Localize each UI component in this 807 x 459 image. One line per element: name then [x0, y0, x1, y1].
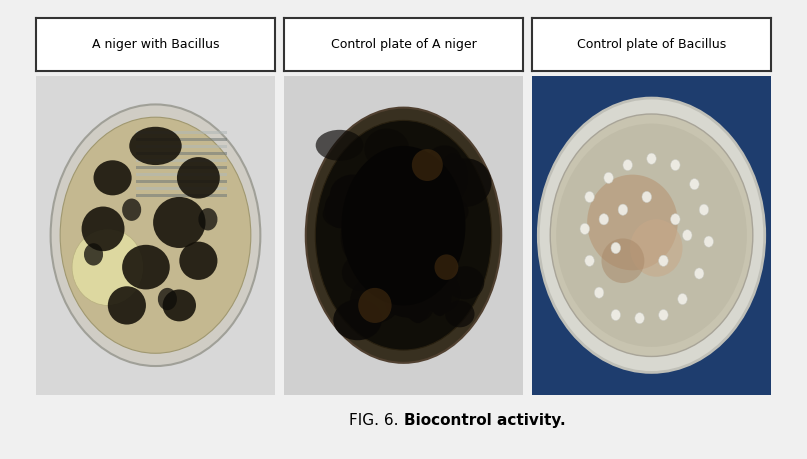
- Ellipse shape: [422, 272, 461, 313]
- Bar: [136, 131, 227, 134]
- Ellipse shape: [659, 309, 668, 320]
- Ellipse shape: [434, 254, 458, 280]
- Ellipse shape: [122, 245, 169, 290]
- Ellipse shape: [580, 223, 590, 235]
- Ellipse shape: [306, 107, 501, 363]
- Ellipse shape: [386, 290, 433, 318]
- Bar: [136, 138, 227, 141]
- Ellipse shape: [438, 153, 468, 201]
- Ellipse shape: [599, 214, 608, 225]
- Ellipse shape: [435, 198, 469, 225]
- Text: Control plate of Bacillus: Control plate of Bacillus: [577, 38, 726, 51]
- Text: A niger with Bacillus: A niger with Bacillus: [92, 38, 220, 51]
- Bar: [136, 151, 227, 155]
- Ellipse shape: [659, 255, 668, 266]
- Ellipse shape: [163, 290, 196, 321]
- Ellipse shape: [330, 174, 375, 214]
- Ellipse shape: [699, 204, 709, 215]
- Ellipse shape: [82, 207, 124, 251]
- Ellipse shape: [432, 251, 458, 294]
- Ellipse shape: [199, 208, 217, 230]
- Ellipse shape: [601, 238, 644, 283]
- Ellipse shape: [406, 252, 445, 291]
- Ellipse shape: [428, 145, 461, 174]
- Ellipse shape: [445, 301, 475, 327]
- Ellipse shape: [350, 277, 400, 323]
- Ellipse shape: [316, 120, 491, 350]
- Ellipse shape: [72, 229, 144, 305]
- Ellipse shape: [370, 162, 418, 187]
- Ellipse shape: [441, 158, 491, 207]
- Ellipse shape: [412, 149, 443, 181]
- Ellipse shape: [94, 160, 132, 196]
- Ellipse shape: [341, 212, 366, 261]
- Ellipse shape: [359, 167, 401, 215]
- Ellipse shape: [358, 214, 402, 249]
- Ellipse shape: [611, 309, 621, 320]
- Ellipse shape: [365, 262, 412, 297]
- Ellipse shape: [129, 127, 182, 165]
- Ellipse shape: [611, 242, 621, 253]
- Ellipse shape: [618, 204, 628, 215]
- Ellipse shape: [642, 191, 651, 202]
- Bar: [136, 145, 227, 148]
- Ellipse shape: [623, 159, 633, 171]
- Ellipse shape: [358, 288, 391, 323]
- Bar: [136, 166, 227, 169]
- Ellipse shape: [153, 197, 206, 248]
- Bar: [136, 159, 227, 162]
- Ellipse shape: [694, 268, 704, 279]
- Ellipse shape: [550, 114, 753, 357]
- Ellipse shape: [341, 146, 466, 305]
- Text: FIG. 6.: FIG. 6.: [349, 413, 404, 428]
- Ellipse shape: [378, 271, 406, 306]
- Bar: [136, 187, 227, 190]
- Bar: [136, 180, 227, 183]
- Ellipse shape: [333, 299, 382, 340]
- Ellipse shape: [678, 293, 688, 305]
- Ellipse shape: [704, 236, 713, 247]
- Ellipse shape: [365, 129, 409, 169]
- Ellipse shape: [585, 191, 594, 202]
- Ellipse shape: [177, 157, 220, 199]
- Ellipse shape: [671, 214, 680, 225]
- Ellipse shape: [646, 153, 656, 164]
- Text: Control plate of A niger: Control plate of A niger: [331, 38, 476, 51]
- Ellipse shape: [446, 266, 484, 299]
- Ellipse shape: [342, 254, 381, 291]
- Ellipse shape: [403, 287, 434, 322]
- Ellipse shape: [158, 288, 177, 310]
- Ellipse shape: [683, 230, 692, 241]
- Ellipse shape: [323, 201, 361, 228]
- Ellipse shape: [587, 174, 678, 270]
- Text: Biocontrol activity.: Biocontrol activity.: [404, 413, 565, 428]
- Ellipse shape: [324, 190, 358, 229]
- Ellipse shape: [122, 199, 141, 221]
- Ellipse shape: [671, 159, 680, 171]
- Ellipse shape: [585, 255, 594, 266]
- Ellipse shape: [347, 237, 393, 268]
- Ellipse shape: [108, 286, 146, 325]
- Ellipse shape: [84, 243, 103, 266]
- Ellipse shape: [556, 123, 746, 347]
- Ellipse shape: [604, 172, 613, 184]
- Ellipse shape: [405, 274, 431, 323]
- Bar: [136, 194, 227, 197]
- Ellipse shape: [428, 270, 452, 316]
- Ellipse shape: [594, 287, 604, 298]
- Ellipse shape: [316, 130, 363, 161]
- Ellipse shape: [385, 218, 420, 244]
- Ellipse shape: [635, 313, 644, 324]
- Ellipse shape: [51, 105, 261, 366]
- Ellipse shape: [179, 241, 217, 280]
- Ellipse shape: [630, 219, 683, 277]
- Ellipse shape: [690, 179, 699, 190]
- Ellipse shape: [538, 98, 765, 372]
- Bar: [136, 173, 227, 176]
- Ellipse shape: [421, 166, 447, 201]
- Ellipse shape: [61, 117, 251, 353]
